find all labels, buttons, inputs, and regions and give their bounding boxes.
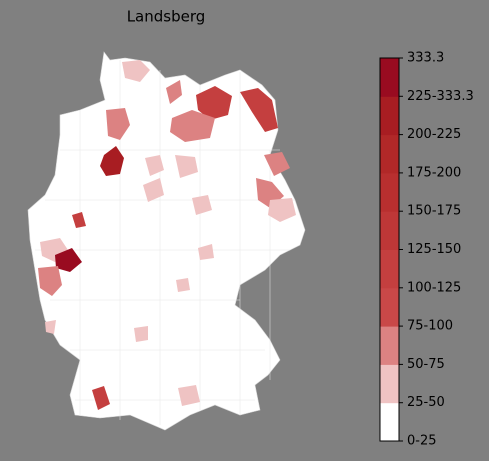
legend-band <box>380 364 399 404</box>
legend-label: 50-75 <box>407 357 445 372</box>
legend-label: 100-125 <box>407 280 461 295</box>
legend-label: 25-50 <box>407 395 445 410</box>
legend-band <box>380 172 399 212</box>
legend-label: 125-150 <box>407 242 461 257</box>
legend-label: 75-100 <box>407 319 453 334</box>
country-shape <box>27 51 306 431</box>
legend-band <box>380 58 399 97</box>
legend-label: 333.3 <box>407 51 444 66</box>
color-legend: 0-25 25-50 50-75 75-100 100-125 125-150 150-17… <box>379 51 474 449</box>
legend-label: 225-333.3 <box>407 89 474 104</box>
legend-band <box>380 134 399 174</box>
legend-label: 150-175 <box>407 204 461 219</box>
map-title: Landsberg <box>127 8 206 26</box>
legend-label: 200-225 <box>407 127 461 142</box>
legend-label: 175-200 <box>407 165 461 180</box>
legend-band <box>380 249 399 289</box>
legend-band <box>380 326 399 365</box>
legend-band <box>380 287 399 327</box>
legend-band <box>380 96 399 136</box>
legend-band <box>380 211 399 250</box>
legend-label: 0-25 <box>407 434 437 449</box>
district-fills <box>38 60 296 410</box>
germany-map <box>27 51 306 431</box>
legend-band <box>380 402 399 442</box>
